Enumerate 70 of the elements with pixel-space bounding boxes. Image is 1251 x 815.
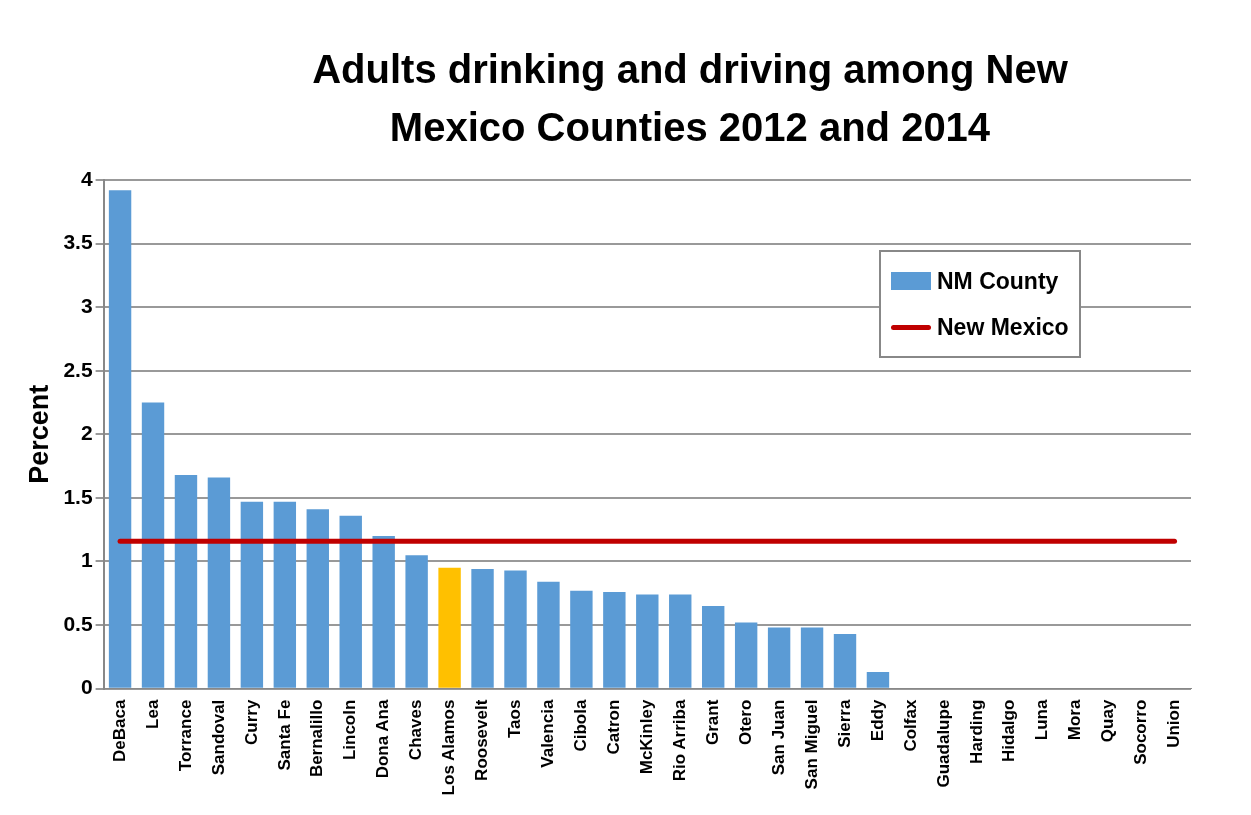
x-tick-label: Harding — [966, 699, 986, 764]
bar — [372, 536, 395, 688]
bar — [240, 501, 264, 688]
bar — [108, 190, 132, 688]
y-tick-label: 2.5 — [63, 357, 93, 381]
bar — [734, 622, 758, 688]
x-tick-label: Quay — [1098, 699, 1118, 743]
bar — [405, 555, 428, 688]
x-tick-label: Roosevelt — [472, 699, 492, 781]
x-tick-label: Mora — [1065, 699, 1085, 741]
y-tick-label: 1.5 — [63, 484, 93, 508]
x-tick-label: Valencia — [538, 699, 558, 768]
x-tick-label: Taos — [505, 699, 525, 739]
x-tick-label: Catron — [604, 699, 624, 755]
x-tick-label: Hidalgo — [999, 699, 1019, 762]
y-tick-label: 3 — [80, 293, 93, 317]
bar — [866, 672, 890, 688]
x-tick-label: Colfax — [900, 699, 920, 752]
bar — [471, 569, 494, 688]
x-tick-label: Guadalupe — [933, 699, 953, 788]
y-tick-label: 0 — [80, 675, 93, 699]
y-axis-title: Percent — [23, 384, 54, 484]
bar — [339, 515, 362, 688]
x-tick-label: San Miguel — [801, 699, 821, 790]
bar — [603, 592, 626, 688]
x-tick-label: Dona Ana — [373, 699, 393, 779]
x-tick-label: Chaves — [406, 699, 426, 761]
bar — [636, 594, 659, 688]
x-tick-label: Rio Arriba — [669, 699, 689, 782]
bar — [669, 594, 692, 688]
y-tick-label: 3.5 — [63, 230, 93, 254]
x-tick-label: Lincoln — [340, 699, 360, 761]
bar — [306, 509, 329, 688]
bar — [570, 590, 593, 688]
legend-label: NM County — [937, 267, 1059, 295]
x-tick-label: Otero — [735, 699, 755, 745]
y-tick-label: 0.5 — [63, 611, 93, 635]
bar — [438, 567, 461, 688]
x-tick-label: Luna — [1032, 699, 1052, 741]
bar — [800, 627, 824, 688]
x-tick-label: Union — [1164, 699, 1184, 748]
y-tick-label: 2 — [80, 421, 93, 445]
x-tick-label: Cibola — [571, 699, 591, 752]
bar — [767, 627, 791, 688]
x-tick-label: Bernalillo — [307, 699, 327, 778]
x-tick-label: Santa Fe — [274, 699, 294, 771]
bar — [207, 477, 231, 688]
bar — [504, 570, 527, 688]
x-tick-label: Sandoval — [208, 699, 228, 776]
bar — [833, 633, 857, 688]
x-tick-label: San Juan — [768, 699, 788, 776]
x-tick-label: Socorro — [1131, 699, 1151, 765]
bar — [537, 581, 560, 688]
y-tick-label: 4 — [80, 166, 93, 190]
x-tick-label: Lea — [142, 699, 162, 729]
bar — [702, 605, 725, 688]
bar — [273, 501, 297, 688]
x-tick-label: Torrance — [175, 699, 195, 772]
x-tick-label: Los Alamos — [439, 699, 459, 796]
legend-label: New Mexico — [937, 313, 1069, 341]
x-tick-label: Sierra — [834, 699, 854, 748]
bar — [141, 402, 165, 688]
bar — [174, 475, 198, 688]
x-tick-label: Grant — [702, 699, 722, 745]
chart-title: Adults drinking and driving among New Mexico Counties 2012 and 2014 — [311, 46, 1069, 151]
y-tick-label: 1 — [80, 548, 93, 572]
x-tick-label: DeBaca — [109, 699, 129, 763]
x-tick-label: McKinley — [636, 699, 656, 775]
x-tick-label: Eddy — [867, 699, 887, 742]
x-tick-label: Curry — [241, 699, 261, 745]
